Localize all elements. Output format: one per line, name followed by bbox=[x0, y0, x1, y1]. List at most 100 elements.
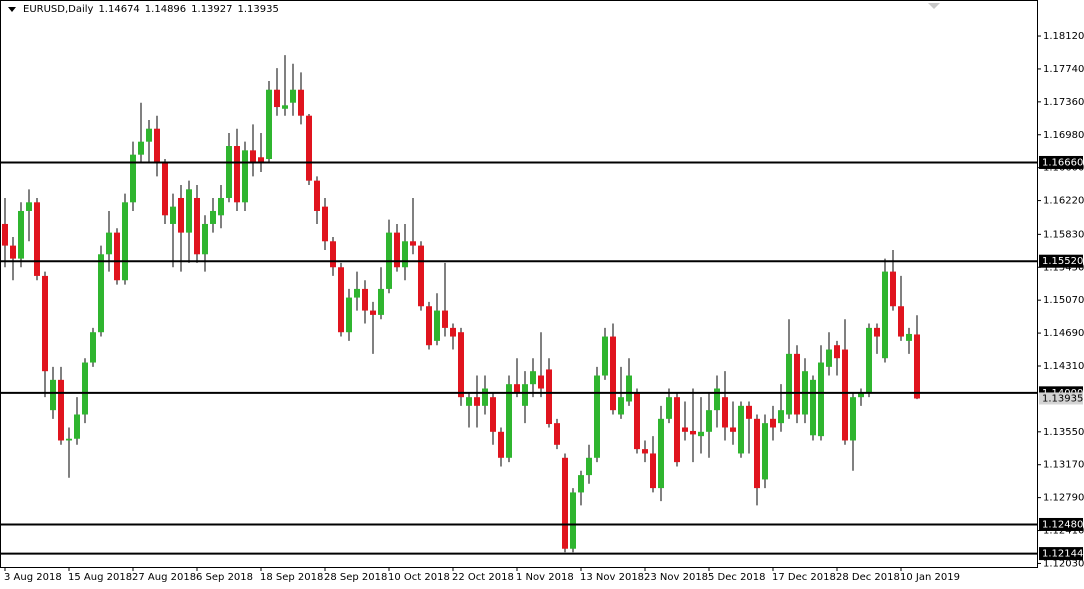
level-label-bg bbox=[1039, 155, 1083, 169]
candle-body bbox=[74, 414, 80, 439]
candle-body bbox=[498, 431, 504, 458]
y-tick-label: 1.15070 bbox=[1043, 295, 1084, 306]
x-tick-label: 3 Aug 2018 bbox=[4, 572, 62, 583]
y-tick-label: 1.14310 bbox=[1043, 361, 1084, 372]
candle-body bbox=[298, 89, 304, 116]
candle-body bbox=[786, 353, 792, 415]
candle-body bbox=[418, 245, 424, 307]
candle-body bbox=[346, 297, 352, 333]
candle-body bbox=[378, 288, 384, 315]
candle-body bbox=[202, 223, 208, 255]
candle-body bbox=[794, 353, 800, 415]
candle-body bbox=[714, 388, 720, 411]
menu-triangle[interactable] bbox=[8, 7, 16, 12]
candle-body bbox=[434, 310, 440, 341]
candle-body bbox=[866, 327, 872, 393]
y-tick-label: 1.14690 bbox=[1043, 328, 1084, 339]
candle-body bbox=[506, 384, 512, 458]
last-high: 1.14896 bbox=[144, 4, 187, 15]
level-label: 1.12144 bbox=[1042, 549, 1083, 560]
candle-body bbox=[82, 362, 88, 415]
level-label: 1.16660 bbox=[1042, 157, 1083, 168]
candle-body bbox=[290, 89, 296, 103]
candle-body bbox=[402, 241, 408, 268]
level-label: 1.15520 bbox=[1042, 256, 1083, 267]
y-tick-label: 1.12410 bbox=[1043, 526, 1084, 537]
candle-body bbox=[194, 197, 200, 255]
x-tick-label: 18 Sep 2018 bbox=[260, 572, 323, 583]
candle-body bbox=[330, 241, 336, 268]
shift-marker bbox=[928, 3, 940, 9]
y-tick-label: 1.15450 bbox=[1043, 262, 1084, 273]
candle-body bbox=[170, 206, 176, 224]
y-tick-label: 1.13550 bbox=[1043, 427, 1084, 438]
x-tick-label: 10 Oct 2018 bbox=[388, 572, 450, 583]
candle-body bbox=[322, 206, 328, 242]
candle-body bbox=[122, 202, 128, 281]
candle-body bbox=[10, 245, 16, 259]
candle-body bbox=[706, 410, 712, 432]
candle-body bbox=[490, 397, 496, 432]
candle-body bbox=[538, 375, 544, 389]
y-tick-label: 1.17740 bbox=[1043, 64, 1084, 75]
x-tick-label: 23 Nov 2018 bbox=[644, 572, 708, 583]
candle-body bbox=[186, 189, 192, 233]
candle-body bbox=[562, 457, 568, 549]
y-tick-label: 1.18120 bbox=[1043, 31, 1084, 42]
candle-body bbox=[90, 332, 96, 363]
candle-body bbox=[394, 232, 400, 268]
last-open: 1.14674 bbox=[98, 4, 140, 15]
candle-body bbox=[210, 210, 216, 224]
y-tick-label: 1.12790 bbox=[1043, 493, 1084, 504]
candle-body bbox=[130, 154, 136, 203]
candle-body bbox=[218, 197, 224, 216]
candle-body bbox=[546, 369, 552, 425]
candle-body bbox=[722, 397, 728, 428]
candle-body bbox=[410, 241, 416, 246]
candle-body bbox=[314, 180, 320, 211]
candle-body bbox=[474, 397, 480, 406]
candle-body bbox=[258, 157, 264, 164]
y-tick-label: 1.16220 bbox=[1043, 196, 1084, 207]
candle-body bbox=[914, 334, 920, 399]
candle-body bbox=[442, 310, 448, 328]
candle-body bbox=[154, 128, 160, 164]
chart-header: EURUSD,Daily 1.14674 1.14896 1.13927 1.1… bbox=[8, 4, 279, 15]
candle-body bbox=[106, 232, 112, 255]
candle-body bbox=[618, 397, 624, 415]
x-tick-label: 15 Aug 2018 bbox=[68, 572, 132, 583]
candle-body bbox=[850, 397, 856, 441]
candle-body bbox=[826, 349, 832, 367]
candle-body bbox=[98, 254, 104, 333]
candle-body bbox=[698, 431, 704, 437]
candle-body bbox=[906, 333, 912, 341]
candle-body bbox=[138, 141, 144, 155]
candle-body bbox=[642, 449, 648, 454]
candle-body bbox=[586, 457, 592, 476]
candle-body bbox=[362, 288, 368, 311]
candle-body bbox=[762, 423, 768, 480]
candle-body bbox=[730, 427, 736, 432]
candle-body bbox=[426, 306, 432, 346]
candle-body bbox=[554, 423, 560, 445]
x-tick-label: 28 Dec 2018 bbox=[836, 572, 900, 583]
level-label-bg bbox=[1039, 517, 1083, 531]
candle-body bbox=[50, 379, 56, 411]
y-tick-label: 1.17360 bbox=[1043, 97, 1084, 108]
candle-body bbox=[306, 115, 312, 181]
y-tick-label: 1.13170 bbox=[1043, 460, 1084, 471]
candle-body bbox=[234, 146, 240, 203]
candle-body bbox=[650, 453, 656, 489]
candle-body bbox=[770, 418, 776, 428]
last-low: 1.13927 bbox=[191, 4, 233, 15]
candle-body bbox=[458, 332, 464, 398]
candle-body bbox=[338, 267, 344, 333]
x-tick-label: 5 Dec 2018 bbox=[708, 572, 766, 583]
candle-body bbox=[858, 392, 864, 398]
candle-body bbox=[146, 128, 152, 142]
level-label-bg bbox=[1039, 547, 1083, 561]
candle-body bbox=[842, 349, 848, 441]
x-tick-label: 13 Nov 2018 bbox=[580, 572, 644, 583]
candle-body bbox=[682, 427, 688, 432]
